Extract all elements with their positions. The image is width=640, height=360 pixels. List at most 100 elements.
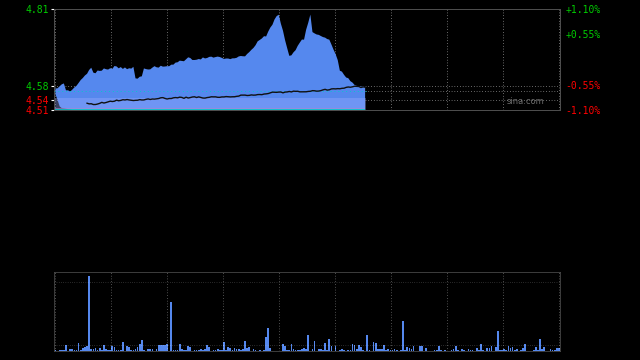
Bar [139,344,141,351]
Bar [503,349,505,351]
Bar [558,348,560,351]
Bar [173,350,174,351]
Bar [118,350,120,351]
Bar [348,350,349,351]
Bar [214,350,216,351]
Bar [88,275,90,351]
Bar [78,343,79,351]
Bar [421,346,423,351]
Bar [206,345,208,351]
Bar [158,345,159,351]
Bar [221,350,223,351]
Bar [166,344,168,351]
Bar [541,349,543,351]
Bar [377,349,379,351]
Bar [522,348,524,351]
Bar [63,350,65,351]
Bar [480,344,482,351]
Bar [483,350,484,351]
Bar [331,346,332,351]
Bar [411,348,412,351]
Bar [369,350,370,351]
Bar [408,348,410,351]
Bar [284,346,286,351]
Bar [455,346,456,351]
Bar [259,350,260,351]
Bar [413,346,415,351]
Bar [105,349,107,351]
Bar [457,350,459,351]
Bar [406,347,408,351]
Bar [149,349,151,351]
Bar [358,345,360,351]
Bar [99,348,100,351]
Bar [478,350,480,351]
Bar [385,350,387,351]
Bar [194,350,195,351]
Bar [170,302,172,351]
Bar [86,346,88,351]
Bar [69,349,71,351]
Bar [196,350,198,351]
Bar [183,350,185,351]
Bar [326,350,328,351]
Bar [202,350,204,351]
Bar [72,349,73,351]
Bar [295,350,296,351]
Bar [402,321,404,351]
Bar [134,349,136,351]
Bar [394,349,396,351]
Bar [339,350,340,351]
Bar [486,348,488,351]
Bar [299,350,301,351]
Bar [318,350,319,351]
Bar [253,350,254,351]
Text: sina.com: sina.com [507,97,545,106]
Bar [472,350,474,351]
Bar [185,350,187,351]
Bar [181,349,182,351]
Bar [404,350,406,351]
Bar [80,350,81,351]
Bar [113,347,115,351]
Bar [438,346,440,351]
Bar [269,348,271,351]
Bar [314,341,316,351]
Bar [501,350,503,351]
Bar [360,347,362,351]
Bar [467,350,469,351]
Bar [65,345,67,351]
Bar [322,350,324,351]
Bar [509,348,511,351]
Bar [109,350,111,351]
Bar [164,345,166,351]
Bar [126,346,128,351]
Bar [379,349,381,351]
Bar [426,348,427,351]
Bar [514,350,516,351]
Bar [499,350,501,351]
Bar [556,348,557,351]
Bar [240,350,242,351]
Bar [354,345,355,351]
Bar [238,349,239,351]
Bar [375,343,376,351]
Bar [543,347,545,351]
Bar [461,348,463,351]
Bar [434,350,435,351]
Bar [451,350,452,351]
Bar [444,350,446,351]
Bar [554,350,556,351]
Bar [356,349,358,351]
Bar [328,339,330,351]
Bar [381,348,383,351]
Bar [232,350,233,351]
Bar [122,342,124,351]
Bar [101,350,102,351]
Bar [242,350,244,351]
Bar [292,349,294,351]
Bar [520,350,522,351]
Bar [162,345,164,351]
Bar [320,349,322,351]
Bar [143,350,145,351]
